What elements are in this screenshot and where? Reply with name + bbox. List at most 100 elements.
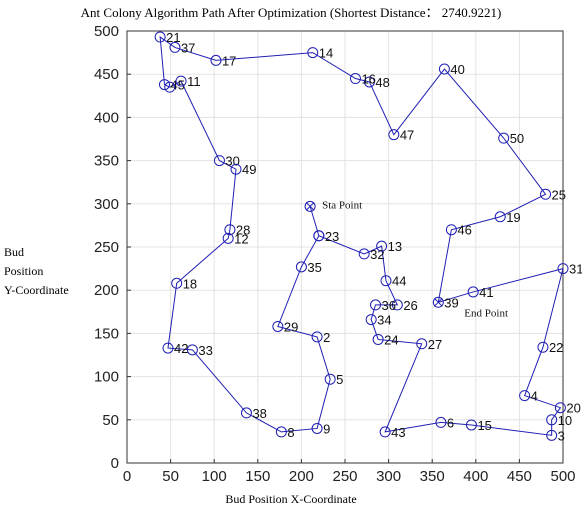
node-marker	[380, 275, 392, 287]
node-marker	[546, 414, 558, 426]
node-marker	[171, 277, 183, 289]
node-cross-marker	[305, 202, 315, 211]
node-marker	[546, 429, 558, 441]
node-label: 46	[457, 223, 471, 238]
node-label: 4	[531, 389, 538, 404]
node-marker	[358, 248, 370, 260]
node-marker	[391, 299, 403, 311]
node-marker	[272, 320, 284, 332]
y-tick-label: 500	[94, 23, 119, 40]
x-tick-label: 300	[376, 468, 401, 485]
node-marker	[213, 155, 225, 167]
x-tick-label: 0	[123, 468, 131, 485]
x-tick-label: 100	[202, 468, 227, 485]
node-marker	[162, 342, 174, 354]
x-tick-label: 200	[289, 468, 314, 485]
node-label: 25	[552, 187, 566, 202]
node-marker	[519, 390, 531, 402]
node-label: 23	[325, 229, 339, 244]
node-label: 6	[447, 415, 454, 430]
route-path-line	[159, 36, 564, 436]
x-tick-label: 500	[550, 468, 575, 485]
node-label: 33	[198, 343, 212, 358]
y-tick-label: 250	[94, 239, 119, 256]
node-label: 5	[336, 372, 343, 387]
node-marker	[438, 63, 450, 75]
x-tick-label: 250	[332, 468, 357, 485]
node-marker	[435, 416, 447, 428]
y-axis-label-line-3: Y-Coordinate	[4, 283, 69, 297]
y-tick-label: 450	[94, 66, 119, 83]
node-label: 12	[234, 231, 248, 246]
node-label: 18	[183, 276, 197, 291]
node-label: 47	[400, 128, 414, 143]
node-label: 26	[403, 298, 417, 313]
node-marker	[363, 76, 375, 88]
node-label: 48	[375, 75, 389, 90]
node-marker	[416, 338, 428, 350]
y-axis-label: Bud Position Y-Coordinate	[4, 243, 74, 300]
node-marker	[349, 73, 361, 85]
y-tick-label: 150	[94, 325, 119, 342]
node-label: 13	[388, 239, 402, 254]
y-tick-label: 300	[94, 196, 119, 213]
node-label: 41	[479, 285, 493, 300]
node-marker	[186, 344, 198, 356]
x-tick-label: 400	[463, 468, 488, 485]
node-label: 16	[361, 72, 375, 87]
node-cross-marker	[433, 297, 443, 307]
node-marker	[224, 224, 236, 236]
node-label: 2	[323, 330, 330, 345]
y-tick-label: 200	[94, 282, 119, 299]
node-label: 27	[428, 337, 442, 352]
node-marker	[210, 54, 222, 66]
node-label: 3	[558, 428, 565, 443]
node-marker	[540, 188, 552, 200]
node-marker	[388, 129, 400, 141]
node-marker	[372, 333, 384, 345]
node-marker	[365, 314, 377, 326]
node-marker	[557, 263, 569, 275]
chart-title: Ant Colony Algorithm Path After Optimiza…	[80, 5, 502, 20]
node-label: 29	[284, 319, 298, 334]
node-label: 50	[510, 131, 524, 146]
node-marker	[307, 47, 319, 59]
node-marker	[164, 81, 176, 93]
node-marker	[432, 296, 444, 308]
node-marker	[376, 240, 388, 252]
node-marker	[467, 286, 479, 298]
x-tick-label: 150	[245, 468, 270, 485]
end-point-label: End Point	[464, 307, 508, 319]
node-label: 44	[392, 274, 406, 289]
node-marker	[240, 407, 252, 419]
node-label: 43	[391, 425, 405, 440]
node-label: 38	[252, 406, 266, 421]
node-label: 15	[477, 418, 491, 433]
x-tick-label: 450	[507, 468, 532, 485]
node-marker	[295, 261, 307, 273]
node-label: 28	[236, 223, 250, 238]
node-marker	[154, 31, 166, 43]
node-marker	[494, 211, 506, 223]
node-label: 36	[382, 298, 396, 313]
node-marker	[158, 79, 170, 91]
x-axis-label: Bud Position X-Coordinate	[225, 492, 357, 506]
node-label: 30	[225, 154, 239, 169]
node-label: 34	[377, 313, 391, 328]
y-axis-label-line-2: Position	[4, 264, 44, 278]
node-label: 39	[444, 295, 458, 310]
node-label: 10	[558, 413, 572, 428]
node-marker	[304, 200, 316, 212]
node-marker	[324, 373, 336, 385]
node-label: 14	[319, 46, 333, 61]
node-label: 24	[384, 332, 398, 347]
node-marker	[313, 230, 325, 242]
x-tick-label: 350	[420, 468, 445, 485]
node-label: 22	[549, 340, 563, 355]
node-marker	[379, 426, 391, 438]
node-marker	[537, 341, 549, 353]
node-label: 19	[506, 210, 520, 225]
node-marker	[175, 75, 187, 87]
node-label: 11	[187, 74, 201, 89]
